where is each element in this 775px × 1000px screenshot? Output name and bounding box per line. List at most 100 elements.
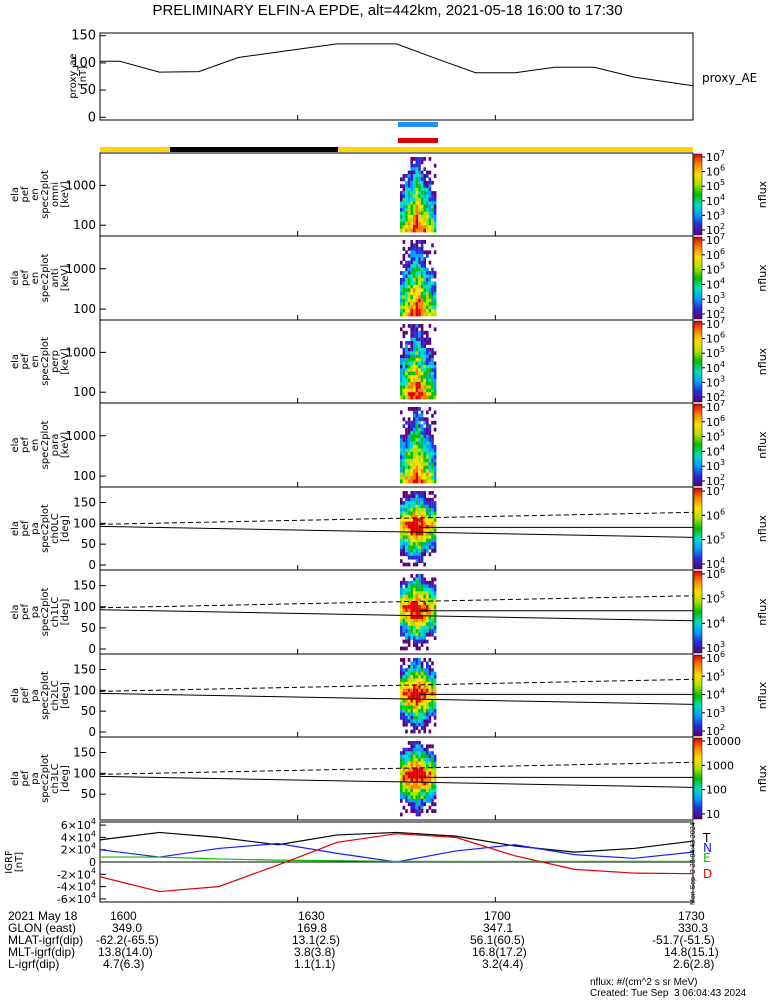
ch1LC-spec-cell xyxy=(426,622,429,627)
anti-spec-cell xyxy=(413,288,416,293)
igrf-line-T xyxy=(99,831,694,853)
ch3LC-spec-cell xyxy=(428,805,432,810)
para-spec-cell xyxy=(426,472,429,477)
ch1LC-spec-cell xyxy=(428,591,432,596)
anti-ylabel-line: anti xyxy=(50,268,61,287)
ch3LC-spec-cell xyxy=(428,751,432,756)
ch0LC-spec-cell xyxy=(426,545,429,550)
ch1LC-spec-cell xyxy=(415,615,419,620)
ch1LC-spec-cell xyxy=(415,584,419,589)
ch0LC-spec-cell xyxy=(413,528,416,533)
ch3LC-spec-cell xyxy=(413,792,416,796)
anti-spec-cell xyxy=(428,250,432,255)
perp-spec-cell xyxy=(418,334,421,339)
ch2LC-cb-tick-label: 105 xyxy=(706,668,725,683)
para-spec-cell xyxy=(407,445,411,449)
ch1LC-spec-cell xyxy=(415,598,419,603)
ch0LC-spec-cell xyxy=(426,497,429,502)
anti-spec-cell xyxy=(428,271,432,275)
ch3LC-ylabel-line: ela xyxy=(10,771,21,786)
para-spec-cell xyxy=(428,427,432,432)
ch3LC-spec-cell xyxy=(426,764,429,769)
ch0LC-spec-cell xyxy=(420,491,424,495)
para-spec-cell xyxy=(407,431,411,436)
ch2LC-spec-cell xyxy=(415,722,419,727)
para-spec-cell xyxy=(426,448,429,453)
ch2LC-spec-cell xyxy=(413,715,416,720)
omni-spec-cell xyxy=(418,160,421,165)
omni-spec-cell xyxy=(418,191,421,195)
ch0LC-spec-cell xyxy=(426,521,429,526)
para-spec-cell xyxy=(423,427,426,432)
perp-spec-cell xyxy=(407,364,411,369)
omni-spec-cell xyxy=(413,225,416,229)
ch1LC-spec-cell xyxy=(415,629,419,634)
para-spec-cell xyxy=(420,441,424,446)
para-spec-cell xyxy=(423,472,426,477)
para-spec-cell xyxy=(405,445,408,449)
ch1LC-spec-cell xyxy=(402,594,406,599)
ch0LC-spec-cell xyxy=(400,552,403,557)
omni-spec-cell xyxy=(418,228,421,233)
para-spec-cell xyxy=(423,431,426,436)
anti-spec-cell xyxy=(405,312,408,317)
perp-spec-cell xyxy=(407,341,411,345)
ch0LC-spec-cell xyxy=(433,545,437,550)
omni-spec-cell xyxy=(407,187,411,192)
anti-spec-cell xyxy=(400,312,403,317)
ch1LC-spec-cell xyxy=(410,580,413,585)
ch2LC-spec-cell xyxy=(428,671,432,676)
ch0LC-spec-cell xyxy=(407,548,411,553)
omni-spec-cell xyxy=(420,197,424,202)
ch2LC-spec-cell xyxy=(418,685,421,690)
perp-spec-cell xyxy=(415,334,419,339)
ch3LC-spec-cell xyxy=(426,768,429,773)
omni-spec-cell xyxy=(420,204,424,209)
ch1LC-spec-cell xyxy=(410,632,413,637)
para-spec-cell xyxy=(400,479,403,484)
anti-spec-cell xyxy=(428,260,432,265)
para-spec-cell xyxy=(413,427,416,432)
ch1LC-spec-cell xyxy=(418,625,421,630)
para-spec-cell xyxy=(405,465,408,470)
ch1LC-spec-cell xyxy=(402,612,406,616)
ch1LC-spec-cell xyxy=(415,636,419,641)
omni-spec-cell xyxy=(428,208,432,212)
para-spec-cell xyxy=(400,434,403,439)
ch3LC-spec-cell xyxy=(423,792,426,796)
anti-spec-cell xyxy=(418,246,421,251)
perp-spec-cell xyxy=(433,361,437,366)
para-spec-cell xyxy=(418,420,421,425)
ch1LC-spec-cell xyxy=(413,636,416,641)
anti-spec-cell xyxy=(423,274,426,279)
omni-spec-cell xyxy=(407,177,411,182)
igrf-ylabel-line: [nT] xyxy=(14,852,25,872)
ch1LC-spec-cell xyxy=(400,587,403,592)
ch0LC-spec-cell xyxy=(405,548,408,553)
ch1LC-spec-cell xyxy=(413,618,416,623)
ch3LC-cb-label: nflux xyxy=(756,764,769,792)
perp-spec-cell xyxy=(420,385,424,390)
anti-spec-cell xyxy=(407,312,411,317)
para-spec-cell xyxy=(413,424,416,429)
ch0LC-spec-cell xyxy=(433,501,437,506)
perp-spec-cell xyxy=(413,330,416,335)
perp-spec-cell xyxy=(405,330,408,335)
ch1LC-spec-cell xyxy=(413,608,416,613)
ch1LC-spec-cell xyxy=(418,584,421,589)
ch2LC-spec-cell xyxy=(410,712,413,717)
para-spec-cell xyxy=(415,424,419,429)
ch3LC-spec-cell xyxy=(418,751,421,756)
ch2LC-spec-cell xyxy=(402,715,406,720)
ch2LC-spec-cell xyxy=(413,692,416,696)
anti-spec-cell xyxy=(402,281,406,286)
para-spec-cell xyxy=(433,410,437,415)
ch0LC-spec-cell xyxy=(423,542,426,546)
ch3LC-spec-cell xyxy=(400,785,403,790)
perp-spec-cell xyxy=(400,378,403,383)
anti-spec-cell xyxy=(402,271,406,275)
ch3LC-spec-cell xyxy=(418,758,421,762)
anti-spec-cell xyxy=(413,260,416,265)
perp-spec-cell xyxy=(405,395,408,400)
omni-spec-cell xyxy=(426,191,429,195)
